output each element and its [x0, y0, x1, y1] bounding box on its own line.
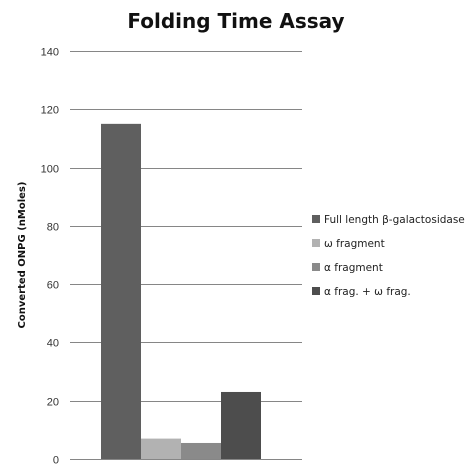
y-tick-label: 0 — [53, 455, 59, 467]
legend-label: α frag. + ω frag. — [324, 286, 411, 298]
bars — [101, 123, 261, 459]
legend-label: α fragment — [324, 262, 383, 274]
y-tick-label: 20 — [47, 397, 59, 409]
y-tick-label: 60 — [47, 280, 59, 292]
y-axis-label: Converted ONPG (nMoles) — [17, 182, 28, 329]
chart-title: Folding Time Assay — [127, 9, 344, 33]
legend-swatch — [312, 215, 320, 223]
legend-swatch — [312, 263, 320, 271]
y-tick-label: 140 — [41, 47, 59, 59]
legend-swatch — [312, 287, 320, 295]
legend-label: Full length β-galactosidase — [324, 214, 465, 226]
bar — [181, 442, 221, 459]
y-tick-label: 120 — [41, 105, 59, 117]
bar — [221, 391, 261, 459]
legend: Full length β-galactosidase ω fragment α f… — [312, 214, 465, 298]
y-tick-label: 40 — [47, 338, 59, 350]
bar — [141, 438, 181, 459]
y-tick-label: 100 — [41, 164, 59, 176]
bar — [101, 123, 141, 459]
y-tick-label: 80 — [47, 222, 59, 234]
legend-label: ω fragment — [324, 238, 385, 250]
legend-swatch — [312, 239, 320, 247]
y-tick-labels: 0 20 40 60 80 100 120 140 — [41, 47, 59, 467]
